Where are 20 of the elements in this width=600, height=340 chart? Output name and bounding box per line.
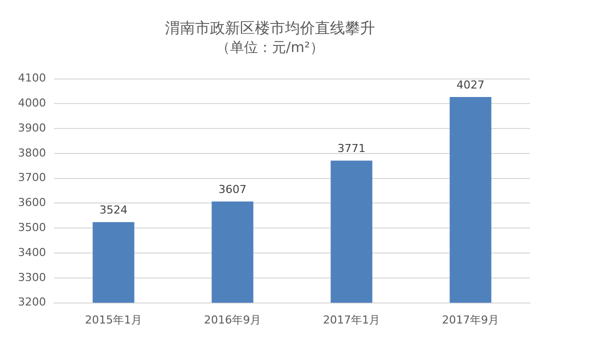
x-tick-label: 2016年9月 [204, 313, 261, 326]
y-tick-label: 3800 [18, 146, 46, 160]
y-tick-label: 3500 [18, 220, 46, 234]
y-tick-label: 3700 [18, 171, 46, 184]
x-tick-label: 2017年1月 [323, 313, 380, 326]
data-label: 4027 [456, 78, 484, 92]
data-label: 3524 [99, 204, 128, 217]
y-tick-label: 4100 [18, 72, 46, 85]
y-tick-label: 3600 [18, 196, 46, 210]
chart-subtitle: （单位：元/m²） [216, 40, 324, 56]
data-label: 3607 [218, 182, 246, 196]
x-tick-label: 2015年1月 [84, 313, 142, 326]
data-label: 3771 [338, 142, 366, 156]
y-tick-label: 3200 [18, 296, 46, 309]
chart-title: 渭南市政新区楼市均价直线攀升 [165, 18, 375, 37]
y-tick-label: 3300 [18, 270, 46, 284]
y-tick-label: 4000 [18, 96, 46, 110]
x-tick-label: 2017年9月 [442, 313, 499, 326]
y-tick-label: 3900 [18, 121, 46, 134]
y-tick-label: 3400 [18, 246, 46, 259]
